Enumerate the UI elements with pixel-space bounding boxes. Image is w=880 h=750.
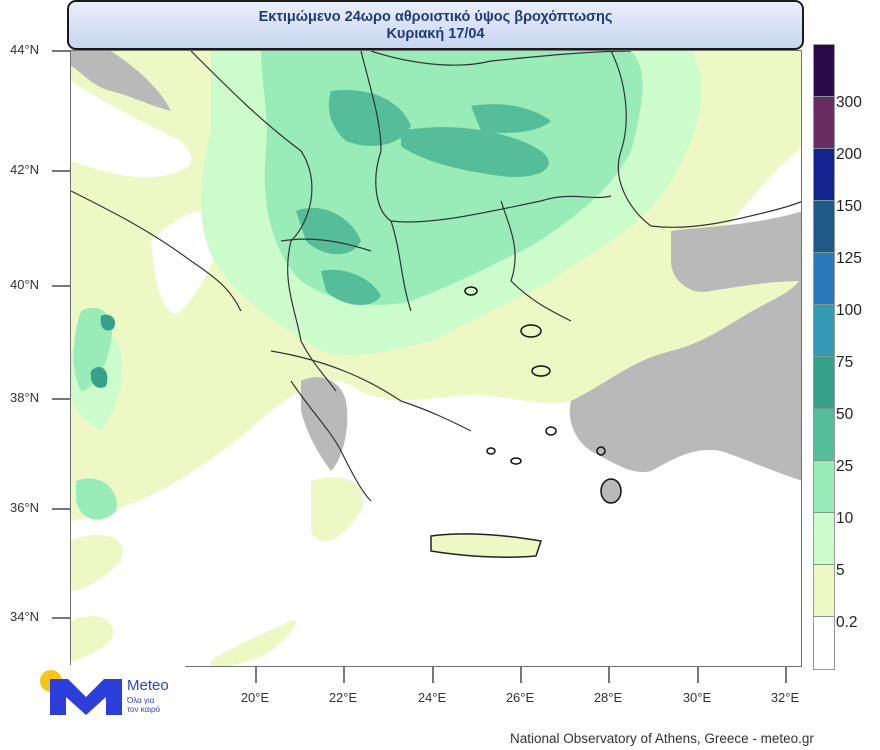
map-date: Κυριακή 17/04 [386,26,485,42]
precipitation-map [70,50,802,667]
colorbar-label: 0.2 [836,614,858,631]
map-title-box: Εκτιμώμενο 24ωρο αθροιστικό ύψος βροχόπτ… [67,0,804,50]
colorbar-segment [814,45,834,97]
colorbar-label: 100 [836,302,862,319]
logo-tagline: Όλα για τον καιρό [127,696,187,714]
colorbar-segment [814,461,834,513]
logo-tagline-line2: τον καιρό [127,705,161,714]
meteo-m-icon [50,679,122,715]
lon-tick [785,667,787,683]
lat-tick [52,170,70,172]
colorbar-segment [814,201,834,253]
colorbar-label: 25 [836,458,854,475]
colorbar-label: 5 [836,562,845,579]
lat-tick [52,285,70,287]
lat-tick [52,617,70,619]
lat-label-38: 38°N [10,390,40,405]
lat-tick [52,50,70,52]
lon-label-30: 30°E [682,690,712,705]
colorbar-segment [814,513,834,565]
colorbar-segment [814,617,834,669]
lon-tick [432,667,434,683]
map-title: Εκτιμώμενο 24ωρο αθροιστικό ύψος βροχόπτ… [258,9,613,25]
lon-tick [343,667,345,683]
colorbar-segment [814,565,834,617]
lat-tick [52,398,70,400]
colorbar-label: 200 [836,146,862,163]
colorbar-segment [814,357,834,409]
meteo-logo[interactable]: Meteo Όλα για τον καιρό [30,665,185,725]
lat-label-42: 42°N [10,162,40,177]
rainfall-field [71,51,801,666]
colorbar-label: 150 [836,198,862,215]
colorbar-segment [814,97,834,149]
logo-tagline-line1: Όλα για [127,696,155,705]
lon-tick [255,667,257,683]
lat-label-34: 34°N [10,609,40,624]
lon-label-22: 22°E [328,690,358,705]
colorbar-segment [814,253,834,305]
colorbar-segment [814,149,834,201]
colorbar-label: 75 [836,354,854,371]
lat-tick [52,508,70,510]
lon-label-32: 32°E [770,690,800,705]
lat-label-40: 40°N [10,277,40,292]
logo-name: Meteo [127,677,169,694]
colorbar-segment [814,305,834,357]
colorbar-label: 125 [836,250,862,267]
lon-label-28: 28°E [593,690,623,705]
lon-tick [608,667,610,683]
colorbar-label: 10 [836,510,854,527]
lon-label-24: 24°E [417,690,447,705]
lat-label-44: 44°N [10,42,40,57]
footer-credit: National Observatory of Athens, Greece -… [510,731,814,746]
lat-label-36: 36°N [10,500,40,515]
colorbar-label: 300 [836,94,862,111]
colorbar-label: 50 [836,406,854,423]
lon-label-26: 26°E [505,690,535,705]
lon-label-20: 20°E [240,690,270,705]
lon-tick [697,667,699,683]
colorbar-segment [814,409,834,461]
colorbar [813,44,835,670]
lon-tick [520,667,522,683]
